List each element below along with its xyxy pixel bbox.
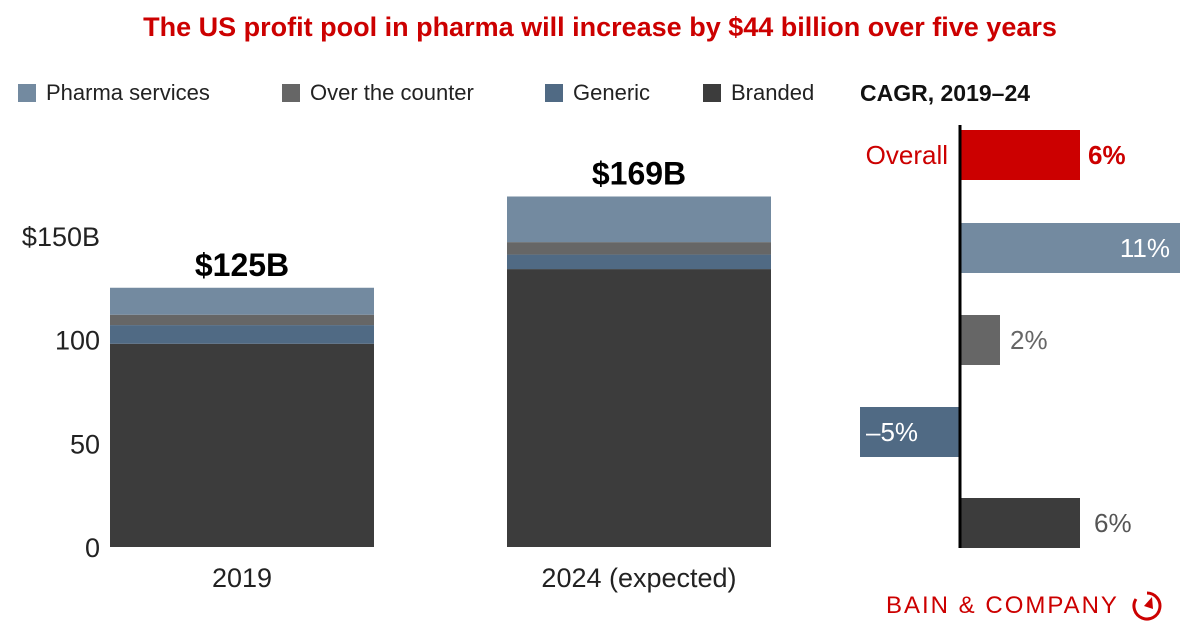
legend-label: Generic [573, 80, 651, 105]
bar-segment-pharma-services [110, 287, 374, 315]
x-tick-label: 2024 (expected) [541, 563, 736, 593]
y-tick-label: $150B [22, 222, 100, 252]
y-tick-label: 50 [70, 429, 100, 459]
cagr-category-label: Overall [866, 140, 948, 170]
bar-segment-branded [507, 269, 771, 547]
cagr-value-label: –5% [866, 417, 918, 447]
cagr-bar [960, 315, 1000, 365]
cagr-value-label: 6% [1088, 140, 1126, 170]
cagr-value-label: 11% [1120, 233, 1170, 263]
bain-logo-icon [1132, 591, 1162, 621]
cagr-bar [960, 130, 1080, 180]
bar-segment-over-the-counter [110, 314, 374, 326]
cagr-title: CAGR, 2019–24 [860, 80, 1031, 106]
x-tick-label: 2019 [212, 563, 272, 593]
bar-segment-pharma-services [507, 196, 771, 243]
cagr-value-label: 2% [1010, 325, 1048, 355]
legend-swatch [545, 84, 563, 102]
legend-swatch [282, 84, 300, 102]
legend-pharma-services: Pharma services [18, 80, 210, 106]
legend-otc: Over the counter [282, 80, 474, 106]
bain-logo: BAIN & COMPANY [886, 590, 1163, 622]
legend-generic: Generic [545, 80, 650, 106]
cagr-bar [960, 223, 1180, 273]
legend-swatch [703, 84, 721, 102]
cagr-bar [860, 407, 960, 457]
legend-label: Branded [731, 80, 815, 105]
chart-title: The US profit pool in pharma will increa… [143, 12, 1057, 42]
bar-segment-branded [110, 343, 374, 547]
bar-segment-generic [507, 254, 771, 270]
bar-total-label: $169B [592, 155, 686, 191]
cagr-value-label: 6% [1094, 508, 1132, 538]
bar-total-label: $125B [195, 247, 289, 283]
legend-label: Pharma services [46, 80, 210, 105]
y-tick-label: 100 [55, 326, 100, 356]
y-tick-label: 0 [85, 533, 100, 563]
bar-segment-generic [110, 325, 374, 344]
legend-swatch [18, 84, 36, 102]
logo-text: BAIN & COMPANY [886, 592, 1119, 619]
bar-segment-over-the-counter [507, 242, 771, 255]
legend-branded: Branded [703, 80, 814, 106]
legend-label: Over the counter [310, 80, 474, 105]
cagr-bar [960, 498, 1080, 548]
